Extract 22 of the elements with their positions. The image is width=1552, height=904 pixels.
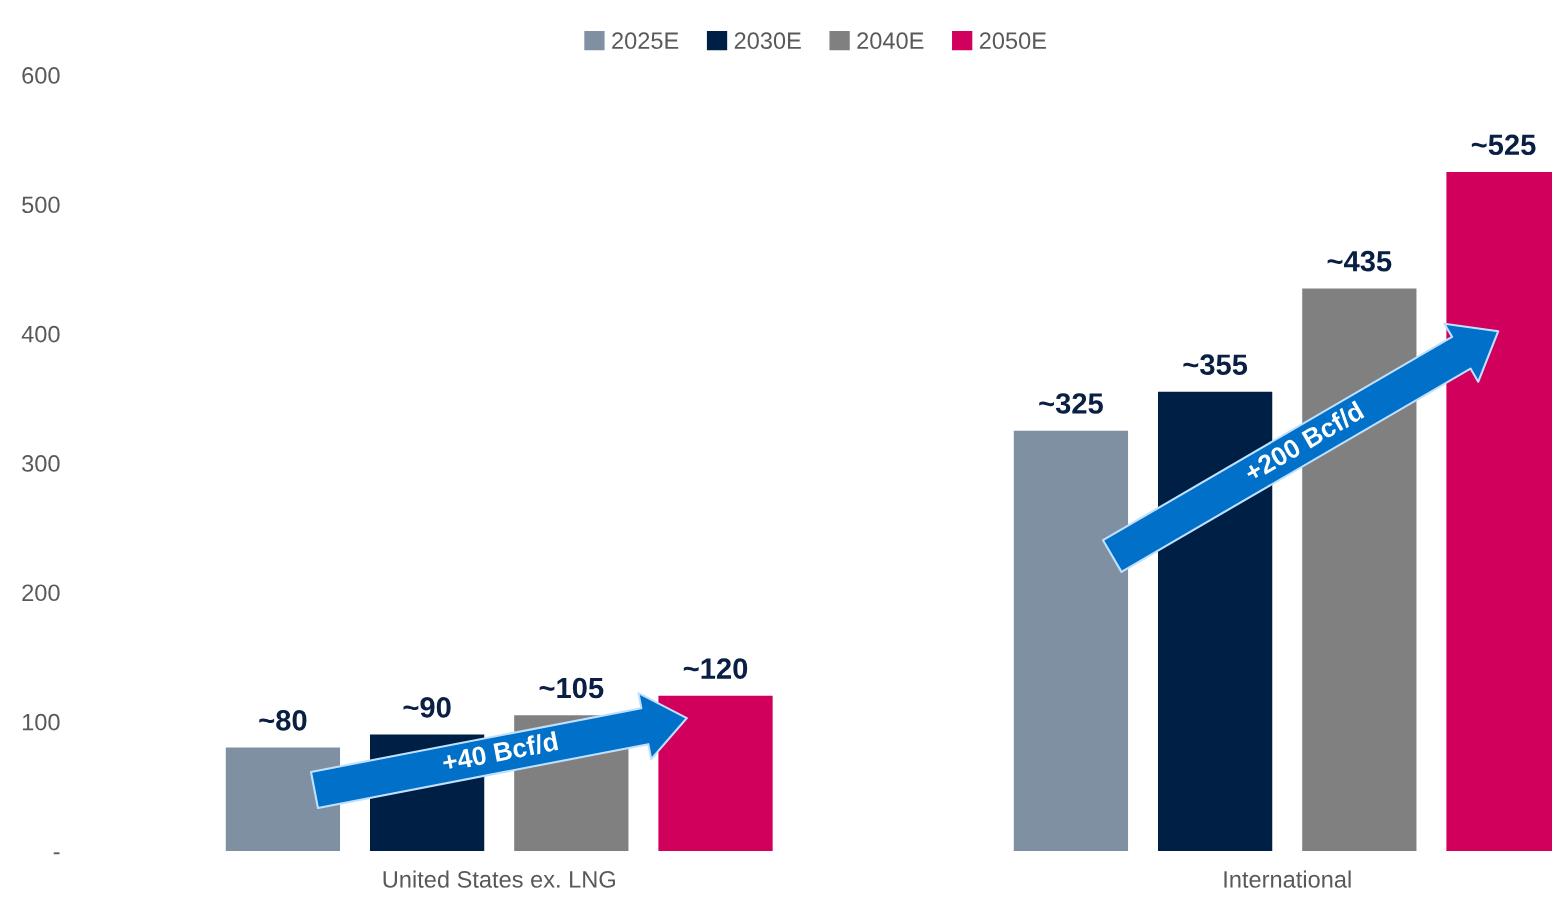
y-tick-label: 200 [22,584,60,602]
y-tick-label: 300 [22,455,60,472]
y-tick-label: 100 [22,713,60,731]
annotation: +40 Bcf/d [441,731,559,773]
y-tick-label: 400 [21,325,60,343]
legend-label: 2040E [857,32,924,50]
legend-label: 2030E [734,32,801,50]
x-tick-label: United States ex. LNG [383,870,615,888]
data-label: ~355 [1183,354,1248,376]
y-tick-label: 500 [22,196,60,214]
legend-label: 2050E [979,32,1046,50]
data-label: ~325 [1039,393,1103,414]
data-label: ~105 [539,677,604,699]
data-label: ~80 [259,710,307,731]
data-label: ~90 [403,697,451,718]
data-label: ~435 [1327,250,1392,272]
y-tick-label: - [53,852,60,855]
data-label: ~525 [1471,134,1536,156]
x-tick-label: International [1224,870,1351,888]
data-label: ~120 [683,658,748,679]
legend-label: 2025E [612,32,679,50]
y-tick-label: 600 [22,67,60,84]
